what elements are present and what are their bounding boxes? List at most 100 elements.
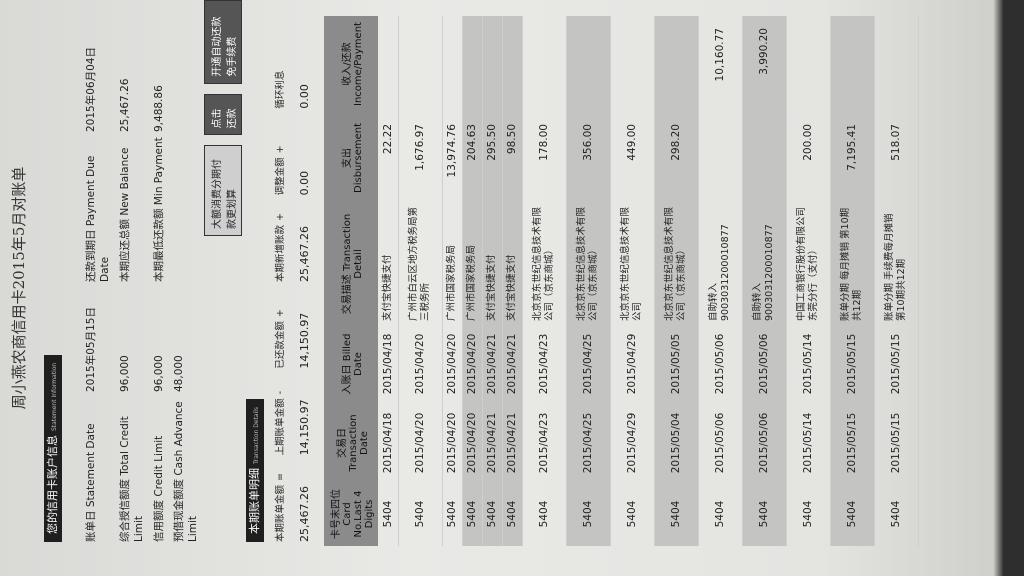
transaction-row: 5404 2015/04/25 2015/04/25 北京京东世纪信息技术有限公司（京…	[566, 16, 610, 546]
disbursement: 13,974.76	[442, 112, 462, 204]
transaction-date: 2015/05/04	[654, 404, 698, 482]
field-label: 综合授信额度 Total Credit Limit	[119, 416, 145, 542]
summary-item: 循环利息 0.00	[272, 22, 311, 109]
disbursement: 1,676.97	[398, 112, 442, 204]
summary-label: 本期账单金额	[275, 484, 286, 542]
billed-date: 2015/04/29	[610, 324, 654, 404]
card-last4: 5404	[482, 482, 502, 546]
card-last4: 5404	[874, 482, 918, 546]
button[interactable]: 大额消费分期付款更划算	[204, 145, 242, 236]
detail: 北京京东世纪信息技术有限公司（京东商城）	[654, 204, 698, 324]
transaction-row: 5404 2015/05/14 2015/05/14 中国工商银行股份有限公司东莞分行…	[786, 16, 830, 546]
operator: =	[275, 473, 286, 481]
transaction-row: 5404 2015/05/06 2015/05/06 自助转入 90030312000…	[742, 16, 786, 546]
field-label: 还款到期日 Payment Due Date	[85, 155, 111, 282]
section-heading: 本期账单明细 Transaction Details	[246, 398, 264, 542]
disbursement: 22.22	[378, 112, 398, 204]
detail: 北京京东世纪信息技术有限公司（京东商城）	[522, 204, 566, 324]
disbursement: 178.00	[522, 112, 566, 204]
account-info: 账单日 Statement Date 2015年05月15日 还款到期日 Payme…	[84, 22, 200, 542]
billed-date: 2015/04/20	[462, 324, 482, 404]
transaction-date: 2015/04/23	[522, 404, 566, 482]
summary-label: 循环利息	[275, 70, 286, 109]
column-header: 交易日 Transaction Date	[324, 404, 378, 482]
button[interactable]: 点击还款	[204, 93, 242, 136]
summary-value: 25,467.26	[298, 226, 311, 283]
transaction-date: 2015/05/06	[742, 404, 786, 482]
detail: 广州市白云区地方税务局第三税务所	[398, 204, 442, 324]
field-value: 96,000	[153, 355, 165, 392]
operator: +	[275, 213, 286, 221]
column-header: 收入/还款 Income/Payment	[324, 16, 378, 112]
card-last4: 5404	[654, 482, 698, 546]
header-row: 卡号末四位 Card No.Last 4 Digits 交易日 Transacti…	[324, 16, 378, 546]
income: 10,160.77	[698, 16, 742, 112]
card-last4: 5404	[698, 482, 742, 546]
transaction-date: 2015/05/15	[874, 404, 918, 482]
detail: 账单分期 每月摊销 第10期共12期	[830, 204, 874, 324]
transaction-row: 5404 2015/04/21 2015/04/21 支付宝快捷支付 295.50	[482, 16, 502, 546]
subheading: Transaction Details	[253, 406, 260, 464]
detail: 北京京东世纪信息技术有限公司（京东商城）	[566, 204, 610, 324]
income	[482, 16, 502, 112]
transaction-date: 2015/05/14	[786, 404, 830, 482]
billed-date: 2015/04/18	[378, 324, 398, 404]
card-last4: 5404	[610, 482, 654, 546]
income	[442, 16, 462, 112]
detail: 广州市国家税务局	[442, 204, 462, 324]
billed-date: 2015/04/21	[502, 324, 522, 404]
field-label: 本期应还总额 New Balance	[119, 147, 131, 282]
transaction-row: 5404 2015/04/21 2015/04/21 支付宝快捷支付 98.50	[502, 16, 522, 546]
summary-value: 25,467.26	[298, 486, 311, 542]
summary-value: 14,150.97	[298, 312, 311, 369]
disbursement: 200.00	[786, 112, 830, 204]
button[interactable]: 开通自动还款免手续费	[204, 0, 242, 84]
detail: 自助转入 9003031200010877	[698, 204, 742, 324]
detail: 北京京东世纪信息技术有限公司	[610, 204, 654, 324]
detail: 广州市国家税务局	[462, 204, 482, 324]
transaction-row: 5404 2015/04/23 2015/04/23 北京京东世纪信息技术有限公司（京…	[522, 16, 566, 546]
summary-value: 14,150.97	[298, 399, 311, 456]
summary-item: 调整金额 + 0.00	[272, 109, 311, 195]
summary-item: 本期账单金额 = 25,467.26	[272, 455, 311, 542]
transaction-date: 2015/04/20	[462, 404, 482, 482]
income	[522, 16, 566, 112]
field-label: 信用额度 Credit Limit	[153, 435, 165, 542]
income	[378, 16, 398, 112]
transaction-date: 2015/04/21	[482, 404, 502, 482]
disbursement	[742, 112, 786, 204]
field-value: 9,488.86	[153, 85, 165, 132]
operator: +	[275, 145, 286, 154]
operator: -	[275, 390, 286, 395]
transaction-date: 2015/04/21	[502, 404, 522, 482]
summary: 本期账单金额 = 25,467.26 上期账单金额 - 14,150.97 已还款金额 + 14…	[272, 22, 311, 542]
income	[874, 16, 918, 112]
transaction-date: 2015/05/15	[830, 404, 874, 482]
transaction-row: 5404 2015/04/20 2015/04/20 广州市白云区地方税务局第三税务所…	[398, 16, 442, 546]
transaction-date: 2015/04/18	[378, 404, 398, 482]
card-last4: 5404	[398, 482, 442, 546]
subheading: Statement Information	[51, 362, 58, 431]
income	[398, 16, 442, 112]
transaction-date: 2015/04/20	[398, 404, 442, 482]
summary-item: 本期新增账款 + 25,467.26	[272, 195, 311, 282]
card-last4: 5404	[378, 482, 398, 546]
operator: +	[275, 309, 286, 318]
summary-item: 已还款金额 + 14,150.97	[272, 282, 311, 369]
buttons: 大额消费分期付款更划算 点击还款 开通自动还款免手续费	[204, 0, 242, 236]
summary-label: 已还款金额	[275, 321, 286, 369]
summary-label: 上期账单金额	[275, 398, 286, 456]
field-value: 2015年05月15日	[85, 307, 97, 392]
card-last4: 5404	[742, 482, 786, 546]
transaction-row: 5404 2015/04/18 2015/04/18 支付宝快捷支付 22.22	[378, 16, 398, 546]
transaction-table: 卡号末四位 Card No.Last 4 Digits 交易日 Transacti…	[324, 16, 919, 546]
disbursement: 295.50	[482, 112, 502, 204]
statement-title: 周小燕农商信用卡2015年5月对账单	[10, 166, 28, 410]
card-last4: 5404	[566, 482, 610, 546]
transaction-row: 5404 2015/05/15 2015/05/15 账单分期 手续费每月摊销 第10…	[874, 16, 918, 546]
disbursement: 518.07	[874, 112, 918, 204]
income	[654, 16, 698, 112]
card-last4: 5404	[830, 482, 874, 546]
disbursement: 449.00	[610, 112, 654, 204]
detail: 账单分期 手续费每月摊销 第10期共12期	[874, 204, 918, 324]
